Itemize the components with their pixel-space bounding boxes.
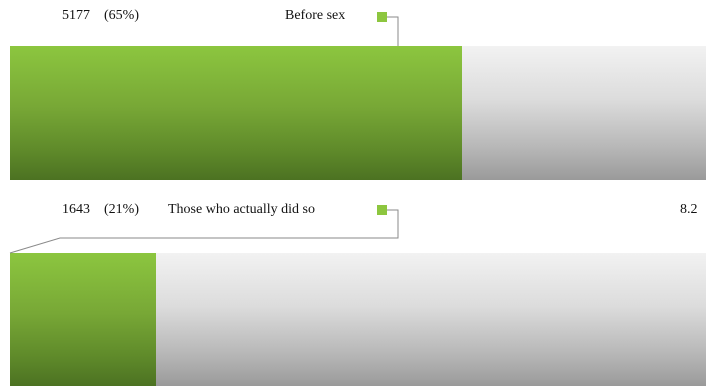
bar-2-fill [10,253,157,386]
bar-2-track [10,253,706,386]
bar-1-fill [10,46,463,180]
bar-1-track [10,46,706,180]
bar-2-count: 1643 [62,202,90,217]
bar-1-name: Before sex [285,8,346,23]
bar-2-label-row: 1643 (21%) Those who actually did so 8.2 [0,200,706,220]
bar-2-percent: (21%) [104,202,139,217]
annotation-value: 8.2 [680,202,698,217]
bar-1-percent: (65%) [104,8,139,23]
bar-2-legend-swatch [377,205,387,215]
bar-2-name: Those who actually did so [168,202,315,217]
bar-1-leader-line [387,16,399,46]
bar-1-count: 5177 [62,8,90,23]
bar-1-legend-swatch [377,12,387,22]
